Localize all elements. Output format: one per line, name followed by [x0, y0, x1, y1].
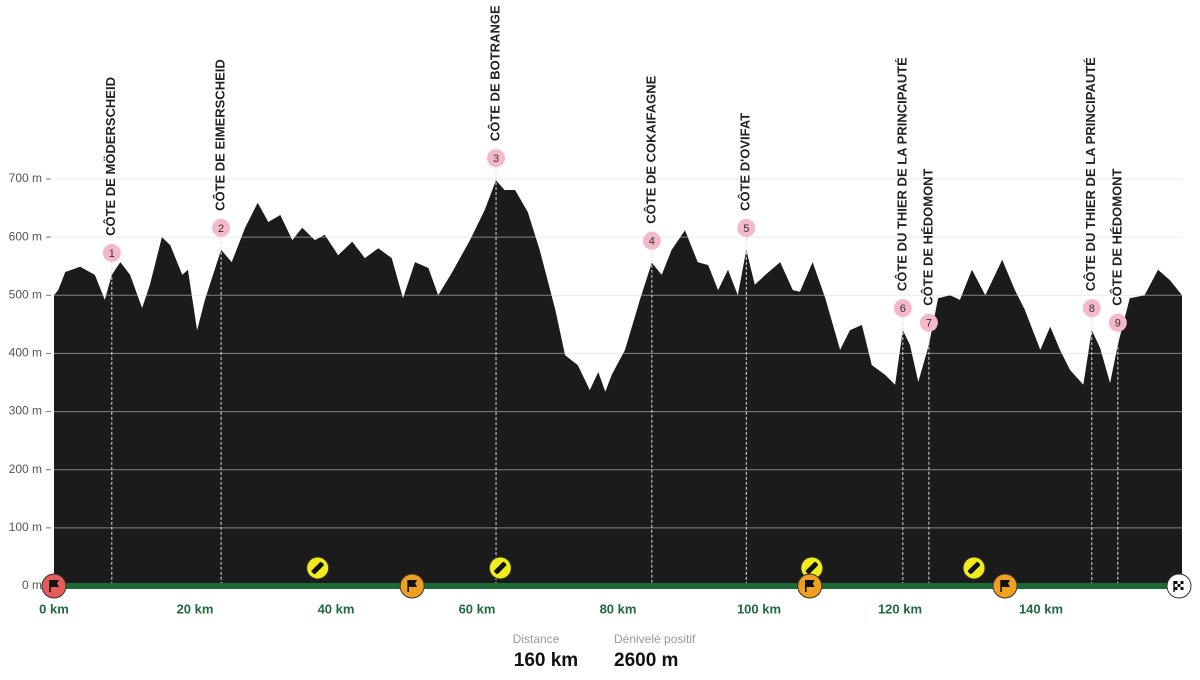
start-icon [41, 573, 67, 599]
x-tick-label: 20 km [177, 601, 214, 616]
y-tick-label: 200 m [9, 462, 42, 476]
feed-zone-icon [962, 556, 986, 580]
climb-number: 5 [743, 223, 749, 235]
climb-number: 7 [926, 318, 932, 330]
check [1174, 581, 1178, 584]
y-tick-label: 300 m [9, 404, 42, 418]
bottle [494, 561, 507, 575]
x-tick-label: 140 km [1019, 601, 1063, 616]
y-tick-label: 700 m [9, 171, 42, 185]
climb-name: CÔTE DE HÉDOMONT [1109, 168, 1124, 305]
stat-value: 160 km [514, 650, 578, 671]
y-tick-label: 0 m [22, 578, 42, 592]
climb-name: CÔTE DE COKAIFAGNE [643, 75, 658, 223]
check [1180, 587, 1184, 590]
climb-marker [487, 149, 506, 168]
route-bar [54, 583, 1182, 589]
y-tick-label: 100 m [9, 520, 42, 534]
x-tick-label: 60 km [459, 601, 496, 616]
stat-value: 2600 m [614, 650, 678, 671]
sprint-icon [992, 573, 1018, 599]
sprint-icon [399, 573, 425, 599]
climb-marker [1108, 313, 1127, 332]
climb-marker [102, 243, 121, 262]
y-tick-label: 600 m [9, 229, 42, 243]
feed-zone-icon [488, 556, 512, 580]
climb-name: CÔTE DE BOTRANGE [487, 5, 502, 141]
elevation-area [54, 180, 1182, 586]
climb-number: 9 [1115, 318, 1121, 330]
flag-cloth [1001, 580, 1011, 587]
finish-icon [1166, 573, 1192, 599]
feed-zone-icon [800, 556, 824, 580]
bottle [805, 561, 818, 575]
climb-number: 4 [649, 236, 655, 248]
y-tick-label: 400 m [9, 346, 42, 360]
climb-marker [212, 218, 231, 237]
climb-marker [737, 218, 756, 237]
x-tick-label: 100 km [737, 601, 781, 616]
check [1177, 584, 1181, 587]
climb-marker [919, 313, 938, 332]
x-tick-label: 120 km [878, 601, 922, 616]
feed-zone-icon [306, 556, 330, 580]
stat-label: Distance [513, 632, 560, 646]
climb-number: 3 [493, 153, 499, 165]
stat-label: Dénivelé positif [614, 632, 696, 646]
climb-marker [1082, 299, 1101, 318]
climb-marker [642, 231, 661, 250]
x-tick-label: 0 km [39, 601, 69, 616]
climb-name: CÔTE DE HÉDOMONT [920, 168, 935, 305]
check [1174, 587, 1178, 590]
climb-name: CÔTE DE EIMERSCHEID [213, 59, 228, 211]
climb-number: 6 [900, 303, 906, 315]
climb-number: 8 [1089, 303, 1095, 315]
climb-name: CÔTE DU THIER DE LA PRINCIPAUTÉ [894, 57, 909, 291]
bottle [967, 561, 981, 575]
x-tick-label: 80 km [600, 601, 637, 616]
flag-cloth [50, 580, 59, 587]
check [1180, 581, 1184, 584]
y-tick-label: 500 m [9, 287, 42, 301]
sprint-icon [797, 573, 823, 599]
climb-number: 1 [109, 248, 115, 260]
climb-name: CÔTE D'OVIFAT [738, 113, 753, 211]
x-tick-label: 40 km [318, 601, 355, 616]
climb-number: 2 [218, 223, 224, 235]
climb-marker [893, 299, 912, 318]
flag-cloth [408, 580, 418, 587]
flag-cloth [805, 580, 815, 587]
bottle [311, 561, 324, 575]
climb-name: CÔTE DE MÖDERSCHEID [103, 77, 118, 236]
climb-name: CÔTE DU THIER DE LA PRINCIPAUTÉ [1083, 57, 1098, 291]
